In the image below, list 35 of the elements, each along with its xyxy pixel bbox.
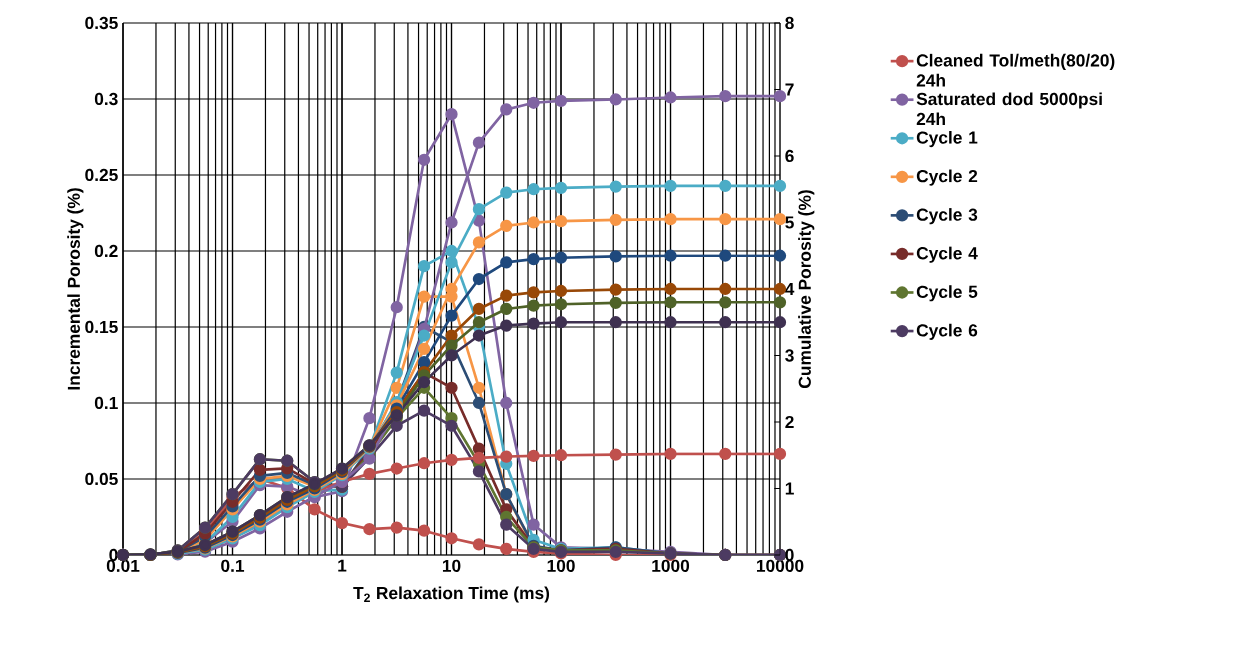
x-axis-title: T$_{2}$ Relaxation Time (ms) xyxy=(353,586,550,603)
legend-label: Saturated dod 5000psi 24h xyxy=(916,92,1102,125)
y2-axis-title: Cumulative Porosity (%) xyxy=(798,190,815,388)
y-tick-label: 0.3 xyxy=(94,92,118,106)
y-axis-title: Incremental Porosity (%) xyxy=(67,188,84,390)
y-tick-label: 0.15 xyxy=(85,320,118,334)
y2-tick-label: 0 xyxy=(785,548,794,562)
y2-tick-label: 8 xyxy=(785,16,794,30)
legend-label: Cleaned Tol/meth(80/20) 24h xyxy=(916,53,1115,87)
legend-label: Cycle 6 xyxy=(916,323,978,340)
y-tick-label: 0 xyxy=(109,548,118,562)
y-tick-label: 0.25 xyxy=(85,168,118,182)
y2-tick-label: 7 xyxy=(785,83,794,96)
x-tick-label: 100 xyxy=(547,559,575,572)
y2-tick-label: 2 xyxy=(785,415,794,429)
legend-label: Cycle 1 xyxy=(916,130,978,148)
x-tick-label: 10 xyxy=(442,559,461,572)
y2-tick-label: 1 xyxy=(785,482,794,495)
legend-label: Cycle 3 xyxy=(916,208,978,225)
legend-label: Cycle 4 xyxy=(916,246,978,263)
y-tick-label: 0.1 xyxy=(94,396,118,410)
y-tick-label: 0.05 xyxy=(85,472,118,486)
x-tick-label: 0.01 xyxy=(106,559,140,572)
y2-tick-label: 6 xyxy=(785,149,794,163)
y2-tick-label: 4 xyxy=(784,283,795,295)
legend-label: Cycle 5 xyxy=(916,285,978,302)
x-tick-label: 10000 xyxy=(756,559,804,572)
x-tick-label: 1000 xyxy=(652,559,690,572)
y-tick-label: 0.2 xyxy=(94,244,118,258)
y2-tick-label: 5 xyxy=(785,216,794,229)
legend-label: Cycle 2 xyxy=(916,169,978,186)
x-tick-label: 1 xyxy=(338,559,347,572)
y-tick-label: 0.35 xyxy=(85,16,118,30)
y2-tick-label: 3 xyxy=(785,349,794,362)
x-tick-label: 0.1 xyxy=(221,559,245,572)
